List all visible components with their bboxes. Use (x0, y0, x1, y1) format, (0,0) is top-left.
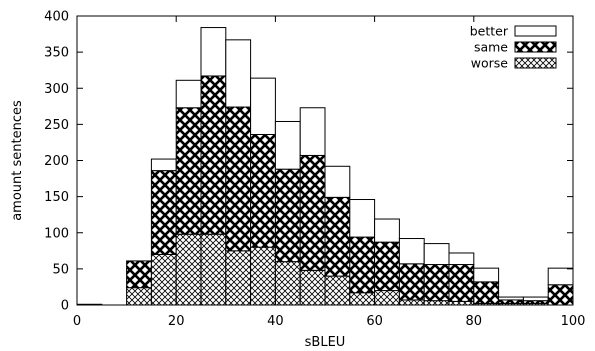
y-tick-label: 100 (44, 226, 69, 241)
bar-same-50 (324, 196, 351, 277)
bar-better-75 (448, 252, 475, 266)
bar-same-80 (473, 281, 500, 305)
bars-layer (76, 27, 574, 306)
bar-same-10 (126, 260, 152, 289)
bar-better-45 (299, 107, 326, 156)
x-axis-label: sBLEU (305, 335, 346, 350)
bar-same-25 (200, 75, 227, 235)
bar-same-85 (498, 299, 524, 305)
bar-better-80 (473, 267, 500, 283)
x-tick-label: 20 (168, 314, 185, 329)
y-tick-label: 300 (44, 82, 69, 97)
bar-better-95 (547, 267, 574, 286)
x-tick-label: 100 (561, 314, 586, 329)
bar-same-70 (423, 264, 450, 302)
bar-worse-35 (250, 246, 276, 306)
bar-same-75 (448, 264, 475, 302)
legend-label-same: same (474, 40, 508, 55)
y-tick-label: 200 (44, 154, 69, 169)
y-tick-label: 150 (44, 190, 69, 205)
bar-better-85 (498, 296, 524, 301)
bar-better-15 (150, 158, 177, 172)
bar-worse-40 (274, 261, 301, 306)
y-tick-label: 250 (44, 118, 69, 133)
legend-label-worse: worse (471, 56, 509, 71)
bar-better-55 (349, 199, 376, 238)
bar-better-70 (423, 243, 450, 266)
y-axis-label: amount sentences (10, 100, 25, 221)
bar-better-40 (274, 120, 301, 170)
bar-same-30 (225, 106, 252, 252)
bar-worse-60 (374, 290, 400, 306)
bar-same-55 (349, 236, 376, 294)
bar-better-60 (374, 218, 400, 243)
bar-same-65 (398, 263, 425, 301)
bar-worse-50 (324, 275, 351, 306)
bar-better-90 (522, 296, 549, 302)
x-tick-label: 40 (267, 314, 284, 329)
y-tick-label: 50 (52, 262, 69, 277)
bar-worse-10 (126, 287, 152, 306)
bar-worse-75 (448, 300, 475, 306)
bar-worse-25 (200, 233, 227, 306)
bar-worse-65 (398, 299, 425, 306)
y-tick-label: 0 (61, 299, 69, 314)
legend-swatch-worse (514, 57, 557, 69)
x-tick-label: 60 (366, 314, 383, 329)
x-tick-label: 80 (466, 314, 483, 329)
bar-same-45 (299, 154, 326, 271)
bar-better-25 (200, 27, 227, 77)
bar-same-15 (150, 170, 177, 255)
x-tick-label: 0 (73, 314, 81, 329)
bar-better-65 (398, 238, 425, 265)
bar-same-60 (374, 241, 400, 292)
bar-better-50 (324, 165, 351, 198)
bar-worse-20 (175, 233, 202, 306)
bar-same-20 (175, 107, 202, 235)
bar-worse-70 (423, 300, 450, 306)
axis-ticks: 0 50 100 150 200 250 300 350 400 0 20 40 60 80 100 (44, 10, 585, 330)
bar-same-40 (274, 168, 301, 263)
bar-better-35 (250, 77, 276, 135)
y-tick-label: 400 (44, 10, 69, 25)
bar-same-95 (547, 284, 574, 306)
legend-swatch-better (514, 25, 557, 37)
y-tick-label: 350 (44, 46, 69, 61)
bar-better-30 (225, 39, 252, 108)
legend-swatch-same (514, 41, 557, 53)
bar-worse-15 (150, 253, 177, 306)
bar-worse-55 (349, 292, 376, 306)
bar-worse-45 (299, 269, 326, 306)
bar-same-35 (250, 133, 276, 248)
legend-label-better: better (470, 24, 509, 39)
bar-worse-30 (225, 250, 252, 306)
bar-better-20 (175, 79, 202, 109)
